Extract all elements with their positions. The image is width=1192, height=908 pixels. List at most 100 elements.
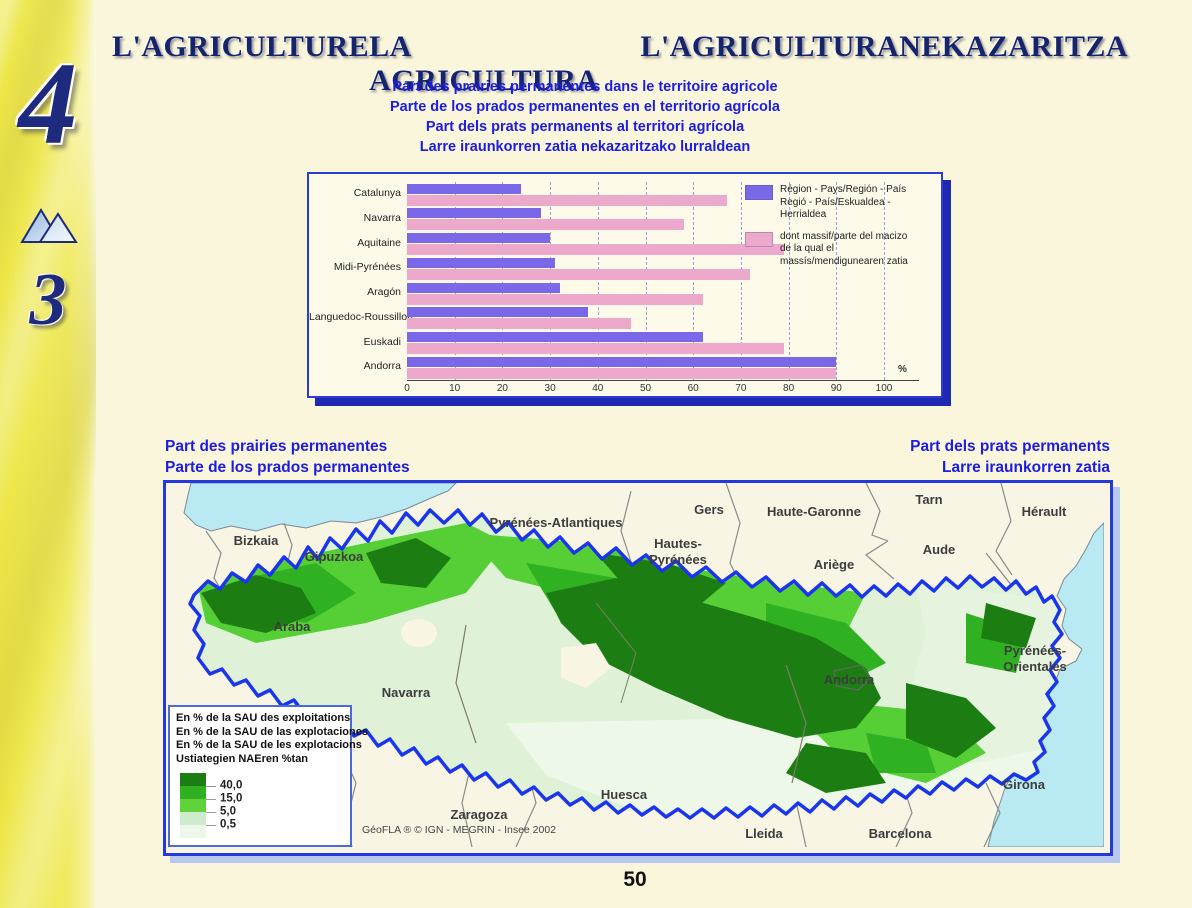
- gridline: [884, 182, 885, 380]
- ramp-tick: [206, 799, 216, 800]
- label-gers: Gers: [694, 502, 724, 517]
- map-legend: En % de la SAU des exploitations En % de…: [168, 705, 368, 847]
- bar-region-share: [407, 356, 837, 367]
- label-tarn: Tarn: [915, 492, 942, 507]
- ramp-swatch: [180, 773, 206, 786]
- map-legend-line-es: En % de la SAU de las explotaciones: [176, 725, 368, 738]
- gridline: [693, 182, 695, 380]
- gridline: [740, 182, 742, 380]
- legend-label-massif: dont massif/parte del macizo de la qual …: [780, 231, 937, 269]
- label-navarra: Navarra: [382, 685, 431, 700]
- label-araba: Araba: [274, 619, 312, 634]
- label-haute-garonne: Haute-Garonne: [767, 504, 861, 519]
- label-herault: Hérault: [1022, 504, 1067, 519]
- category-label: Midi-Pyrénées: [333, 261, 401, 274]
- legend-entry-massif: dont massif/parte del macizo de la qual …: [745, 231, 937, 269]
- ramp-break-label: 15,0: [220, 792, 243, 805]
- category-label: Languedoc-Roussillon: [309, 310, 413, 323]
- legend-entry-region: Région - Pays/Región - País Regió - País…: [745, 184, 937, 222]
- bar-group: [407, 281, 884, 306]
- map-title-fr: Part des prairies permanentes: [165, 438, 388, 455]
- chart-plot-area: [407, 182, 885, 380]
- category-label: Andorra: [363, 360, 401, 373]
- bar-group: [407, 256, 884, 281]
- label-huesca: Huesca: [601, 787, 648, 802]
- label-barcelona: Barcelona: [869, 826, 933, 841]
- x-tick-label: 100: [875, 383, 893, 394]
- bar-group: [407, 182, 884, 207]
- gridline: [502, 182, 504, 380]
- map-legend-line-fr: En % de la SAU des exploitations: [176, 712, 351, 724]
- title-spanish: LA AGRICULTURA: [369, 30, 599, 97]
- chart-x-axis: [407, 380, 919, 381]
- label-lleida: Lleida: [745, 826, 783, 841]
- page-number: 50: [560, 868, 710, 892]
- section-number: 3: [29, 259, 67, 341]
- gridline: [597, 182, 599, 380]
- chart-x-tick-labels: 0 10 20 30 40 50 60 70 80 90 100: [404, 383, 919, 397]
- subtitle-catalan: Part dels prats permanents al territori …: [425, 119, 745, 135]
- bar-region-share: [407, 332, 703, 342]
- gridline: [454, 182, 456, 380]
- andorra-boundary: [833, 664, 872, 691]
- x-tick-label: 80: [783, 383, 795, 394]
- label-andorra: Andorra: [824, 672, 875, 687]
- gridline: [788, 182, 790, 380]
- map-attribution: GéoFLA ® © IGN - MEGRIN - Insee 2002: [362, 824, 556, 836]
- bar-group: [407, 232, 884, 257]
- subtitle-basque: Larre iraunkorren zatia nekazaritzako lu…: [419, 139, 751, 155]
- x-tick-label: 0: [404, 383, 410, 394]
- bar-group: [407, 306, 884, 331]
- bar-massif-share: [407, 293, 703, 305]
- x-tick-label: 30: [544, 383, 556, 394]
- massif-border: [188, 508, 1064, 820]
- label-hautes-pyrenees: Pyrénées: [649, 552, 707, 567]
- bar-region-share: [407, 233, 551, 243]
- gridline: [836, 182, 838, 380]
- x-tick-label: 10: [449, 383, 461, 394]
- category-label: Euskadi: [363, 335, 401, 348]
- bar-region-share: [407, 183, 522, 194]
- chart-category-labels: Catalunya Navarra Aquitaine Midi-Pyrénées Ar…: [309, 182, 413, 380]
- label-pyrenees-or-2: Orientales: [1003, 659, 1067, 674]
- map-legend-line-ca: En % de la SAU de les explotacions: [176, 739, 362, 751]
- x-tick-label: 40: [592, 383, 604, 394]
- ramp-tick: [206, 825, 216, 826]
- bar-group: [407, 207, 884, 232]
- gridline: [550, 182, 552, 380]
- label-pyrenees-atlantiques: Pyrénées-Atlantiques: [490, 515, 623, 530]
- bar-massif-share: [407, 219, 684, 231]
- bar-chart: Catalunya Navarra Aquitaine Midi-Pyrénées Ar…: [307, 172, 943, 398]
- label-ariege: Ariège: [814, 557, 854, 572]
- legend-line: de la qual el massís/mendigunearen zatia: [780, 243, 908, 267]
- map-title-eu: Larre iraunkorren zatia: [942, 459, 1110, 476]
- x-tick-label: 50: [639, 383, 652, 394]
- ramp-break-label: 0,5: [220, 818, 236, 831]
- map-labels: Bizkaia Gipuzkoa Araba Navarra Pyrénées-…: [234, 492, 1067, 841]
- legend-line: Région - Pays/Región - País: [780, 184, 907, 195]
- label-aude: Aude: [923, 542, 956, 557]
- ramp-swatch: [180, 812, 206, 825]
- title-basque: NEKAZARITZA: [899, 30, 1128, 63]
- ramp-tick: [206, 812, 216, 813]
- page-subtitles: Part des prairies permanentes dans le te…: [165, 77, 1005, 157]
- map-legend-line-eu: Ustiategien NAEren %tan: [176, 752, 309, 765]
- legend-swatch-region: [745, 185, 773, 200]
- map-legend-ramp: 40,0 15,0 5,0 0,5: [176, 773, 346, 839]
- ramp-swatch: [180, 799, 206, 812]
- label-girona: Girona: [1003, 777, 1046, 792]
- ramp-tick: [206, 786, 216, 787]
- category-label: Catalunya: [353, 187, 401, 199]
- atlantic-sea: [183, 483, 457, 532]
- chart-bars: [407, 182, 884, 380]
- legend-line: dont massif/parte del macizo: [780, 230, 908, 242]
- bar-massif-share: [407, 194, 727, 206]
- category-label: Aquitaine: [357, 236, 401, 249]
- subtitle-spanish: Parte de los prados permanentes en el te…: [389, 99, 780, 115]
- map-canvas: Bizkaia Gipuzkoa Araba Navarra Pyrénées-…: [166, 483, 1104, 847]
- bar-massif-share: [407, 367, 837, 379]
- ramp-swatch: [180, 786, 206, 799]
- gridline: [645, 182, 647, 380]
- title-french: L'AGRICULTURE: [112, 30, 370, 63]
